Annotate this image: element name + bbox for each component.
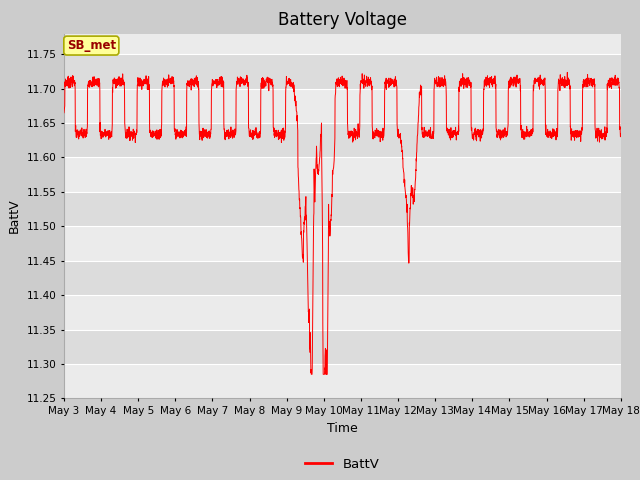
Title: Battery Voltage: Battery Voltage: [278, 11, 407, 29]
Bar: [64, 89, 621, 123]
Bar: [64, 330, 621, 364]
Bar: [64, 227, 621, 261]
Bar: [64, 123, 621, 157]
Bar: [64, 54, 621, 89]
Bar: [64, 157, 621, 192]
X-axis label: Time: Time: [327, 421, 358, 434]
Bar: [64, 364, 621, 398]
Bar: [64, 192, 621, 227]
Bar: [64, 261, 621, 295]
Text: SB_met: SB_met: [67, 39, 116, 52]
Legend: BattV: BattV: [300, 453, 385, 476]
Bar: [64, 295, 621, 330]
Y-axis label: BattV: BattV: [8, 199, 21, 233]
